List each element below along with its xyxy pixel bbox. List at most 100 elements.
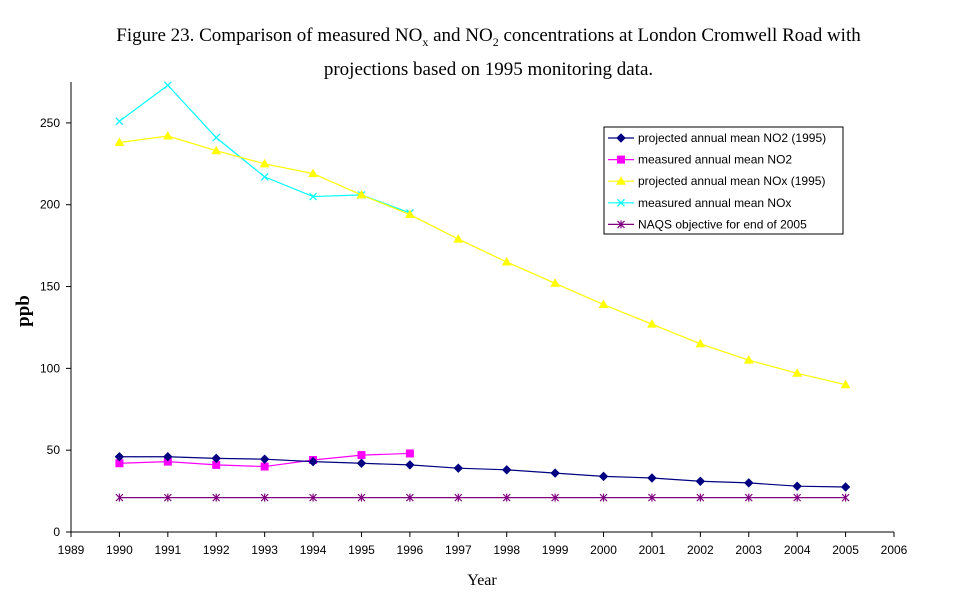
x-tick-label: 1990 — [106, 543, 133, 557]
data-point — [696, 493, 705, 502]
x-tick-label: 2003 — [735, 543, 762, 557]
data-point — [695, 476, 706, 486]
data-point — [744, 493, 753, 502]
data-point — [260, 493, 269, 502]
data-point — [792, 481, 802, 491]
data-point — [309, 192, 317, 201]
x-tick-label: 2000 — [590, 543, 617, 557]
x-tick-label: 1997 — [445, 543, 472, 557]
legend-marker — [617, 220, 625, 229]
x-tick-label: 1999 — [542, 543, 569, 557]
data-point — [163, 493, 172, 502]
data-point — [405, 493, 414, 502]
data-point — [744, 478, 754, 488]
legend-item: NAQS objective for end of 2005 — [608, 217, 807, 231]
data-point — [259, 454, 270, 464]
data-point — [551, 493, 560, 502]
title-line-2: projections based on 1995 monitoring dat… — [323, 58, 654, 80]
data-point — [453, 234, 464, 243]
x-tick-label: 2002 — [687, 543, 714, 557]
y-tick-label: 50 — [47, 443, 61, 457]
data-point — [162, 130, 173, 140]
data-point — [550, 468, 560, 478]
data-point — [357, 451, 366, 460]
data-point — [211, 453, 221, 464]
data-point — [259, 158, 270, 168]
legend-label: projected annual mean NO2 (1995) — [638, 131, 826, 145]
x-tick-label: 2004 — [784, 543, 811, 557]
data-point — [405, 209, 415, 219]
chart-title: Figure 23. Comparison of measured NOx an… — [0, 22, 977, 83]
x-tick-label: 1998 — [493, 543, 520, 557]
data-point — [357, 493, 366, 502]
data-point — [163, 452, 173, 462]
title-subscript: 2 — [492, 34, 499, 49]
legend-item: measured annual mean NO2 — [608, 153, 792, 167]
series-0 — [114, 452, 851, 492]
series-line — [119, 456, 846, 488]
y-tick-labels: 0 50 100 150 200 250 — [40, 116, 60, 539]
x-axis-title: Year — [467, 572, 497, 589]
x-tick-label: 1989 — [58, 543, 85, 557]
data-point — [212, 133, 221, 142]
data-point — [792, 368, 803, 377]
y-tick-label: 100 — [40, 361, 60, 375]
legend-marker — [617, 198, 625, 207]
x-tick-label: 1994 — [300, 543, 327, 557]
axes — [66, 82, 895, 537]
y-tick-label: 0 — [53, 525, 60, 539]
title-part: concentrations at London Cromwell Road w… — [498, 25, 861, 46]
data-point — [453, 463, 464, 473]
data-point — [598, 299, 609, 309]
legend-marker — [616, 176, 626, 185]
series-line — [119, 135, 846, 386]
data-point — [648, 493, 656, 502]
data-point — [501, 256, 512, 266]
legend-item: projected annual mean NO2 (1995) — [608, 131, 826, 145]
data-point — [212, 493, 221, 502]
title-part: Figure 23. Comparison of measured NO — [116, 25, 423, 46]
data-point — [405, 449, 414, 458]
data-point — [647, 473, 657, 483]
data-point — [840, 482, 851, 492]
data-point — [260, 462, 269, 471]
data-point — [356, 458, 367, 468]
data-point — [743, 355, 754, 364]
series-2 — [114, 130, 851, 389]
title-subscript: x — [422, 34, 429, 49]
data-point — [308, 456, 318, 467]
legend-marker — [617, 155, 625, 164]
data-point — [502, 493, 511, 502]
data-point — [841, 493, 850, 502]
x-tick-labels: 1989 1990 1991 1992 1993 1994 1995 1996 1997 1998… — [58, 543, 908, 557]
x-tick-label: 1991 — [154, 543, 181, 557]
x-tick-label: 1993 — [251, 543, 278, 557]
title-line-1: Figure 23. Comparison of measured NOx an… — [116, 25, 861, 49]
data-point — [501, 465, 512, 475]
data-point — [114, 452, 125, 462]
x-tick-label: 2001 — [639, 543, 666, 557]
y-axis-title: ppb — [13, 295, 34, 327]
series-4 — [115, 493, 850, 502]
y-tick-label: 150 — [40, 280, 60, 294]
legend-box — [603, 126, 844, 235]
series-layer — [114, 81, 851, 502]
data-point — [405, 460, 415, 470]
legend-label: measured annual mean NOx — [638, 196, 791, 210]
legend-item: measured annual mean NOx — [608, 196, 791, 210]
data-point — [356, 189, 367, 199]
title-part: and NO — [428, 25, 493, 46]
data-point — [695, 338, 706, 348]
legend-label: NAQS objective for end of 2005 — [638, 217, 807, 231]
y-tick-label: 250 — [40, 116, 60, 130]
x-tick-label: 1995 — [348, 543, 375, 557]
data-point — [454, 493, 463, 502]
data-point — [647, 319, 657, 328]
legend-item: projected annual mean NOx (1995) — [608, 174, 825, 188]
data-point — [115, 117, 124, 126]
data-point — [114, 137, 125, 147]
x-tick-label: 1992 — [203, 543, 230, 557]
data-point — [260, 172, 269, 181]
data-point — [163, 81, 172, 90]
